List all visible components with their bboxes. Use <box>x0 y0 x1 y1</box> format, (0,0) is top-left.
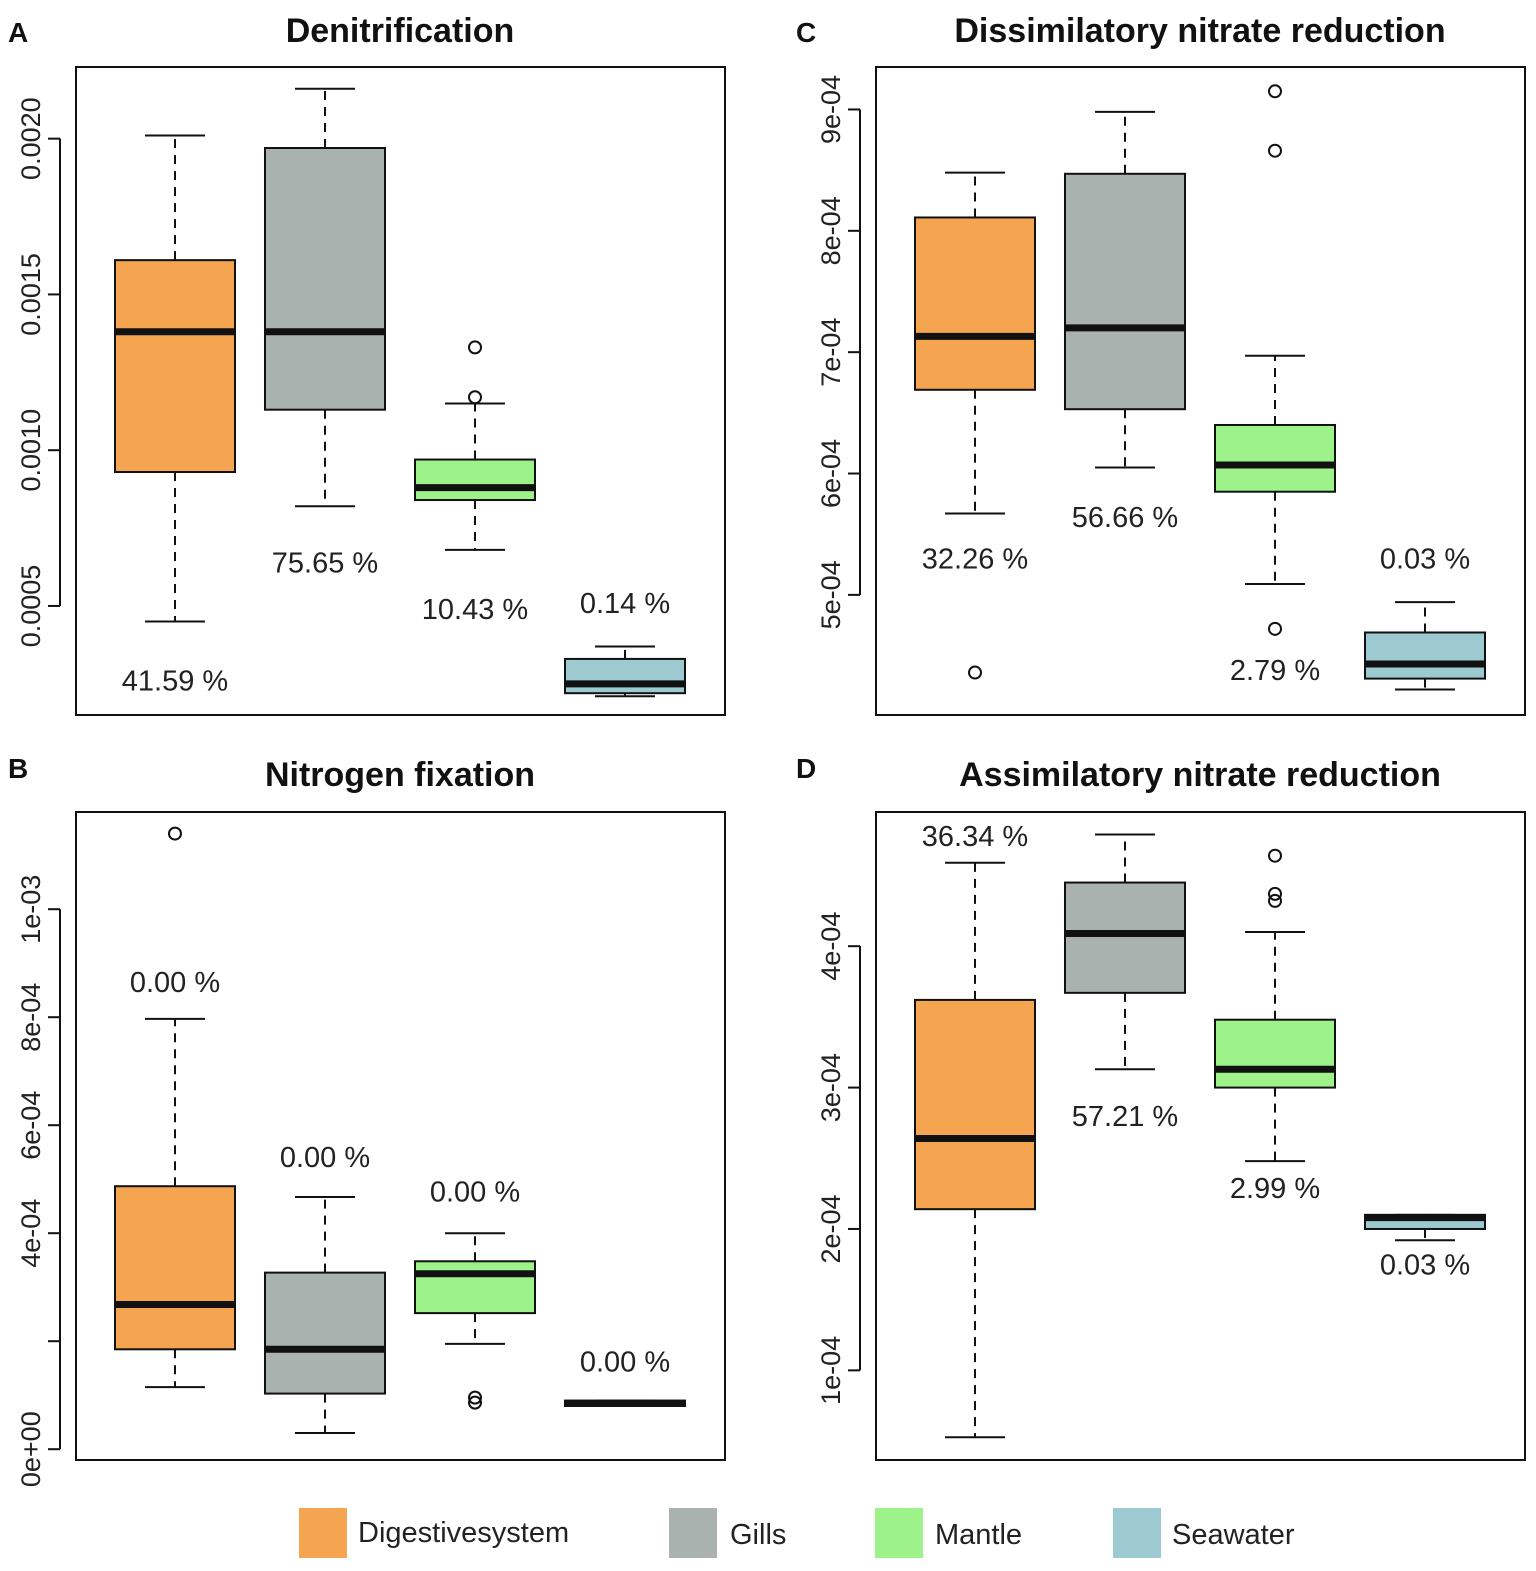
box-seawater <box>564 657 686 695</box>
pct-label-seawater: 0.03 % <box>1380 543 1470 575</box>
panel-label-d: D <box>796 753 816 784</box>
pct-label-mantle: 0.00 % <box>430 1177 520 1209</box>
y-tick-label-a: 0.0010 <box>16 409 46 492</box>
legend-label-mantle: Mantle <box>935 1519 1022 1551</box>
pct-label-gills: 75.65 % <box>272 547 378 579</box>
box-gills <box>1064 881 1186 994</box>
y-tick-label-c: 5e-04 <box>816 560 846 629</box>
panel-d: D Assimilatory nitrate reduction 1e-04 2e… <box>796 753 1526 1461</box>
plot-area-b: 0e+00 4e-04 6e-04 8e-04 1e-03 0.00 % 0.00 % 0.0… <box>16 826 686 1487</box>
pct-label-gills: 56.66 % <box>1072 502 1178 534</box>
outlier-digestivesystem <box>168 826 182 841</box>
legend-label-seawater: Seawater <box>1172 1519 1295 1551</box>
plot-area-c: 5e-04 6e-04 7e-04 8e-04 9e-04 32.26 % 56.66 % 2… <box>816 75 1486 691</box>
panel-label-a: A <box>8 17 28 48</box>
outlier-mantle <box>468 1390 482 1405</box>
pct-label-mantle: 10.43 % <box>422 594 528 626</box>
y-tick-label-b: 8e-04 <box>16 983 46 1052</box>
panel-title-a: Denitrification <box>286 12 515 50</box>
outlier-digestivesystem <box>968 665 982 680</box>
y-tick-label-c: 9e-04 <box>816 75 846 144</box>
outlier-mantle <box>468 340 482 355</box>
pct-label-gills: 57.21 % <box>1072 1101 1178 1133</box>
box-mantle <box>1214 423 1336 493</box>
legend-label-digestivesystem: Digestivesystem <box>358 1517 569 1549</box>
y-tick-label-d: 4e-04 <box>816 912 846 981</box>
legend-swatch-digestivesystem <box>299 1508 347 1558</box>
plot-frame-d <box>875 811 1526 1461</box>
box-gills <box>264 147 386 411</box>
y-tick-label-b: 4e-04 <box>16 1199 46 1268</box>
outlier-mantle <box>1268 84 1282 99</box>
panel-a: A Denitrification 0.00050.00100.00150.00… <box>8 12 726 716</box>
legend-label-gills: Gills <box>730 1519 786 1551</box>
box-digestivesystem <box>114 1185 236 1351</box>
plot-area-d: 1e-04 2e-04 3e-04 4e-04 36.34 % 57.21 % 2.99 %… <box>816 821 1486 1439</box>
panel-label-c: C <box>796 17 816 48</box>
y-tick-label-b: 1e-03 <box>16 875 46 944</box>
legend-swatch-mantle <box>875 1508 923 1558</box>
y-tick-label-c: 6e-04 <box>816 439 846 508</box>
plot-area-a: 0.0005 0.0010 0.0015 0.0020 41.59 % 75.65 % 10… <box>16 87 686 698</box>
y-tick-label-a: 0.0020 <box>16 97 46 180</box>
outlier-mantle <box>1268 893 1282 908</box>
outlier-mantle <box>468 1395 482 1410</box>
pct-label-seawater: 0.00 % <box>580 1347 670 1379</box>
plot-frame-c <box>875 66 1526 716</box>
y-tick-label-b: 6e-04 <box>16 1091 46 1160</box>
pct-label-seawater: 0.14 % <box>580 588 670 620</box>
box-mantle <box>414 1260 536 1315</box>
outlier-mantle <box>468 390 482 405</box>
box-digestivesystem <box>914 216 1036 391</box>
box-digestivesystem <box>114 259 236 473</box>
y-tick-label-a: 0.0005 <box>16 565 46 648</box>
outlier-mantle <box>1268 848 1282 863</box>
legend: Digestivesystem Gills Mantle Seawater <box>299 1508 1295 1558</box>
pct-label-mantle: 2.79 % <box>1230 655 1320 687</box>
y-tick-label-a: 0.0015 <box>16 253 46 336</box>
panel-title-d: Assimilatory nitrate reduction <box>959 756 1441 794</box>
pct-label-digestivesystem: 32.26 % <box>922 543 1028 575</box>
box-gills <box>264 1271 386 1395</box>
outlier-mantle <box>1268 621 1282 636</box>
box-gills <box>1064 172 1186 411</box>
y-tick-label-c: 8e-04 <box>816 196 846 265</box>
pct-label-digestivesystem: 41.59 % <box>122 666 228 698</box>
pct-label-digestivesystem: 0.00 % <box>130 967 220 999</box>
panel-b: B Nitrogen fixation 0e+00 4e-04 6e-04 8e-04… <box>8 753 726 1487</box>
pct-label-gills: 0.00 % <box>280 1142 370 1174</box>
box-mantle <box>1214 1018 1336 1089</box>
box-seawater <box>1364 631 1486 680</box>
panel-title-c: Dissimilatory nitrate reduction <box>954 12 1445 50</box>
outlier-mantle <box>1268 886 1282 901</box>
legend-swatch-seawater <box>1113 1508 1161 1558</box>
outlier-mantle <box>1268 143 1282 158</box>
legend-swatch-gills <box>669 1508 717 1558</box>
y-tick-label-b: 0e+00 <box>16 1411 46 1487</box>
plot-frame-b <box>75 811 726 1461</box>
panel-label-b: B <box>8 753 28 784</box>
pct-label-mantle: 2.99 % <box>1230 1173 1320 1205</box>
box-mantle <box>414 458 536 502</box>
pct-label-seawater: 0.03 % <box>1380 1249 1470 1281</box>
y-tick-label-c: 7e-04 <box>816 318 846 387</box>
box-digestivesystem <box>914 998 1036 1211</box>
panel-c: C Dissimilatory nitrate reduction 5e-04 6… <box>796 12 1526 716</box>
plot-frame-a <box>75 66 726 716</box>
y-tick-label-d: 1e-04 <box>816 1336 846 1405</box>
pct-label-digestivesystem: 36.34 % <box>922 821 1028 853</box>
panel-title-b: Nitrogen fixation <box>265 756 535 794</box>
y-tick-label-d: 3e-04 <box>816 1053 846 1122</box>
y-tick-label-d: 2e-04 <box>816 1194 846 1263</box>
